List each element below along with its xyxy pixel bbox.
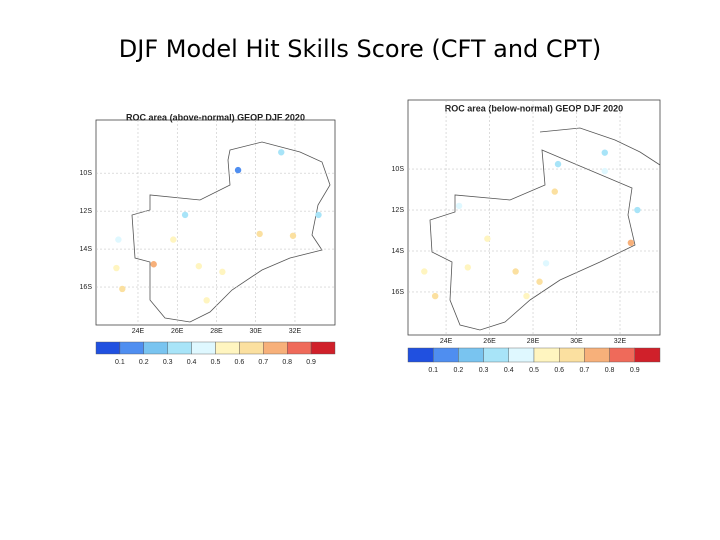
map-frame [95,119,336,326]
colorbar-label: 0.6 [235,359,245,366]
border [131,141,331,323]
colorbar-label: 0.2 [139,359,149,366]
colorbar-swatch [263,341,288,355]
station [256,230,263,238]
station [554,160,562,168]
station [219,268,226,276]
station [170,236,177,243]
x-tick-label: 32E [289,328,302,335]
colorbar-label: 0.8 [605,367,615,374]
colorbar-swatch [310,341,336,355]
colorbar-swatch [533,347,560,363]
x-tick-label: 24E [132,328,145,335]
station [542,260,550,267]
station [601,167,608,175]
colorbar-label: 0.9 [630,367,640,374]
station [431,292,439,300]
station [512,268,519,275]
map-frame [407,99,661,336]
colorbar-swatch [143,341,168,355]
colorbar-label: 0.8 [282,359,292,366]
colorbar-swatch [584,347,610,363]
map-title: ROC area (above-normal) GEOP DJF 2020 [126,112,305,122]
station [115,236,122,243]
station [421,268,428,275]
colorbar-swatch [287,341,312,355]
y-tick-label: 10S [80,170,93,177]
border [429,127,661,331]
station [278,149,285,156]
colorbar-label: 0.3 [163,359,173,366]
station [536,278,543,285]
station [484,235,491,242]
colorbar-label: 0.2 [454,367,464,374]
colorbar-label: 0.1 [428,367,438,374]
colorbar-swatch [167,341,192,355]
x-tick-label: 28E [527,338,540,345]
colorbar-swatch [559,347,585,363]
station [315,211,322,219]
colorbar-label: 0.7 [580,367,590,374]
colorbar-label: 0.4 [504,367,514,374]
colorbar-swatch [407,347,434,363]
borders [131,127,661,331]
colorbar-label: 0.1 [115,359,125,366]
station [195,262,203,270]
colorbar-swatch [239,341,264,355]
colorbar-label: 0.4 [187,359,197,366]
colorbar-label: 0.5 [211,359,221,366]
x-tick-label: 26E [171,328,184,335]
slide-title: DJF Model Hit Skills Score (CFT and CPT) [119,35,601,63]
x-tick-label: 26E [483,338,496,345]
x-tick-label: 32E [614,338,627,345]
y-tick-label: 16S [80,284,93,291]
station [627,239,635,247]
station [455,202,463,210]
station [203,297,210,304]
station [551,188,558,195]
colorbar-label: 0.5 [529,367,539,374]
station [181,211,189,219]
colorbar-swatch [119,341,145,355]
y-tick-label: 16S [392,289,405,296]
station [119,285,126,293]
station [113,264,120,272]
y-tick-label: 12S [392,207,405,214]
y-tick-label: 14S [80,246,93,253]
station [601,149,608,156]
colorbar-swatch [483,347,510,363]
station [634,206,641,214]
x-tick-label: 24E [440,338,453,345]
station [464,264,471,271]
x-tick-label: 28E [210,328,223,335]
station [289,232,297,239]
station [150,261,157,268]
y-tick-label: 10S [392,166,405,173]
colorbar-swatch [191,341,216,355]
colorbar-swatch [433,347,459,363]
map-title: ROC area (below-normal) GEOP DJF 2020 [445,103,623,113]
colorbar-label: 0.3 [479,367,489,374]
maps: ROC area (above-normal) GEOP DJF 2020 24E… [80,99,661,374]
colorbar-label: 0.9 [306,359,316,366]
y-tick-label: 14S [392,248,405,255]
colorbar-label: 0.6 [554,367,564,374]
colorbar-swatch [95,341,121,355]
colorbar-swatch [634,347,661,363]
colorbar-swatch [609,347,635,363]
colorbar-label: 0.7 [258,359,268,366]
y-tick-label: 12S [80,208,93,215]
colorbar-swatch [215,341,240,355]
colorbar-swatch [508,347,535,363]
station [234,166,242,174]
x-tick-label: 30E [570,338,583,345]
colorbar-swatch [458,347,484,363]
x-tick-label: 30E [249,328,262,335]
station [523,292,530,300]
